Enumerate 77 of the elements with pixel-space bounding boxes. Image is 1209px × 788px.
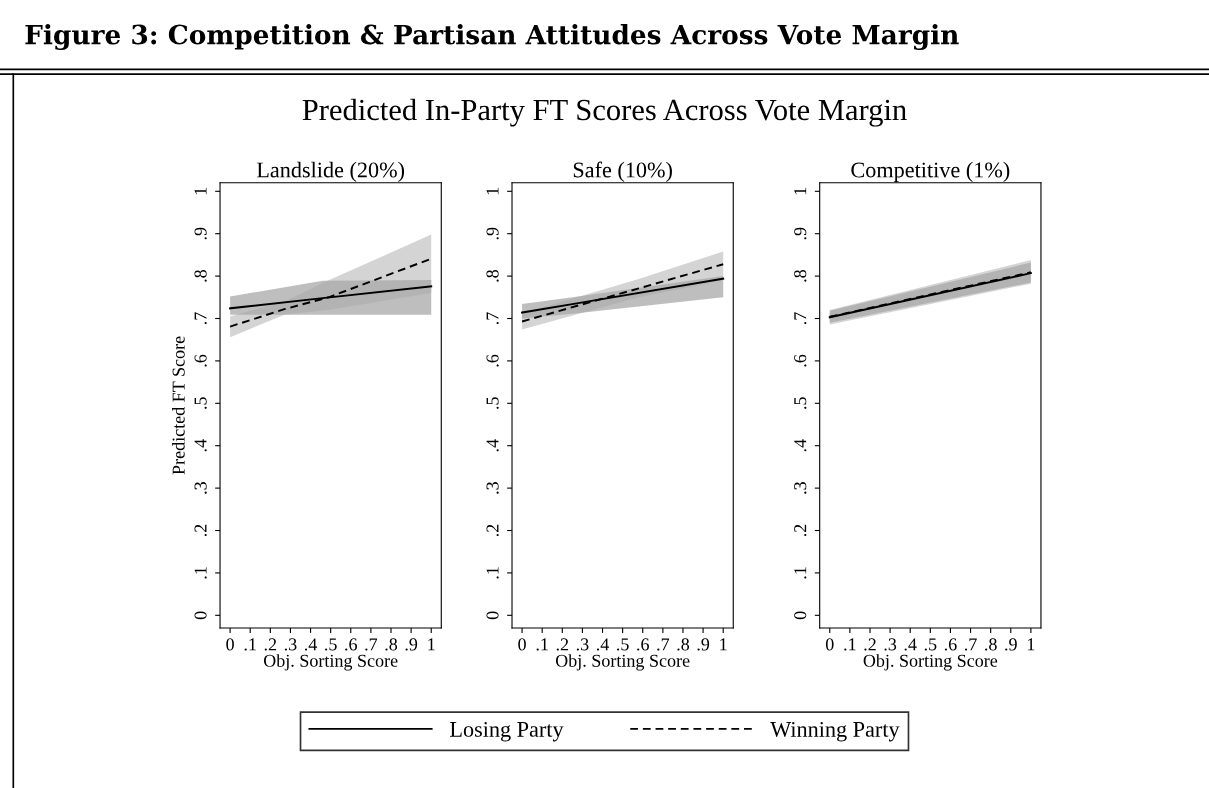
y-tick-label: 0 [486,611,499,620]
x-tick-label: .9 [1005,638,1017,651]
y-tick-label: .8 [486,270,499,282]
x-axis-title: Obj. Sorting Score [863,654,998,671]
y-tick-label: .2 [486,524,499,537]
y-tick-label: .2 [794,524,807,537]
y-tick-label: .7 [486,312,499,325]
x-tick-label: 1 [720,638,727,651]
y-tick-label: .1 [794,567,807,579]
y-tick-label: .7 [194,312,207,325]
x-tick-label: .4 [904,638,917,651]
x-tick-label: .7 [964,638,977,651]
caption: Figure 3: Competition & Partisan Attitudes Across Vote Margin [25,24,959,50]
y-tick-label: .6 [794,354,807,367]
chart-title: Competitive (1%) [851,161,1010,182]
y-tick-label: 1 [194,187,207,195]
text: Losing Party [450,721,564,742]
chart-title: Landslide (20%) [256,161,405,182]
y-tick-label: 1 [794,187,807,195]
x-tick-label: 0 [226,638,234,651]
x-tick-label: .8 [677,638,690,651]
y-tick-label: .9 [794,227,807,240]
y-tick-label: .8 [794,270,807,282]
y-tick-label: .3 [486,482,499,494]
x-tick-label: .4 [304,638,318,651]
x-axis-title: Obj. Sorting Score [263,654,398,671]
x-axis-title: Obj. Sorting Score [555,654,690,671]
y-tick-label: .5 [794,397,807,409]
x-tick-label: .2 [864,638,876,651]
x-tick-label: .7 [657,638,670,651]
x-tick-label: .8 [985,638,997,651]
y-tick-label: .1 [486,567,499,579]
y-tick-label: .4 [194,439,207,452]
text: Winning Party [770,721,900,742]
x-tick-label: .9 [405,638,418,651]
y-tick-label: .6 [486,354,499,367]
x-tick-label: .3 [284,638,297,651]
x-tick-label: .1 [536,638,548,651]
x-tick-label: 0 [825,638,834,651]
y-tick-label: .4 [794,439,807,452]
y-tick-label: .1 [194,567,207,579]
y-tick-label: .4 [486,439,499,452]
x-tick-label: .3 [884,638,897,651]
x-tick-label: .1 [844,638,856,651]
x-tick-label: 1 [1027,638,1035,651]
y-tick-label: 0 [194,611,207,620]
chart-title: Safe (10%) [573,161,672,182]
y-tick-label: .5 [194,397,207,409]
x-tick-label: 1 [428,638,435,651]
y-axis-title: Predicted FT Score [172,336,185,475]
y-tick-label: .5 [486,397,499,409]
x-tick-label: .4 [596,638,610,651]
y-tick-label: .3 [194,482,207,494]
y-tick-label: 1 [486,187,499,195]
x-tick-label: .5 [325,638,337,651]
x-tick-label: .7 [365,638,378,651]
y-tick-label: .2 [194,524,207,537]
x-tick-label: .5 [924,638,937,651]
x-tick-label: .8 [385,638,398,651]
x-tick-label: .6 [637,638,649,651]
x-tick-label: .6 [345,638,358,651]
y-tick-label: .7 [794,312,807,325]
x-tick-label: .2 [556,638,569,651]
y-tick-label: .8 [194,270,207,282]
y-tick-label: 0 [794,611,807,620]
y-tick-label: .6 [194,354,207,367]
x-tick-label: .3 [576,638,589,651]
y-tick-label: .9 [194,227,207,240]
text: Predicted In-Party FT Scores Across Vote Margin [302,98,907,127]
y-tick-label: .3 [794,482,807,494]
x-tick-label: .6 [944,638,957,651]
x-tick-label: .9 [697,638,710,651]
x-tick-label: .1 [244,638,256,651]
x-tick-label: .2 [264,638,277,651]
x-tick-label: 0 [518,638,526,651]
y-tick-label: .9 [486,227,499,240]
x-tick-label: .5 [617,638,629,651]
